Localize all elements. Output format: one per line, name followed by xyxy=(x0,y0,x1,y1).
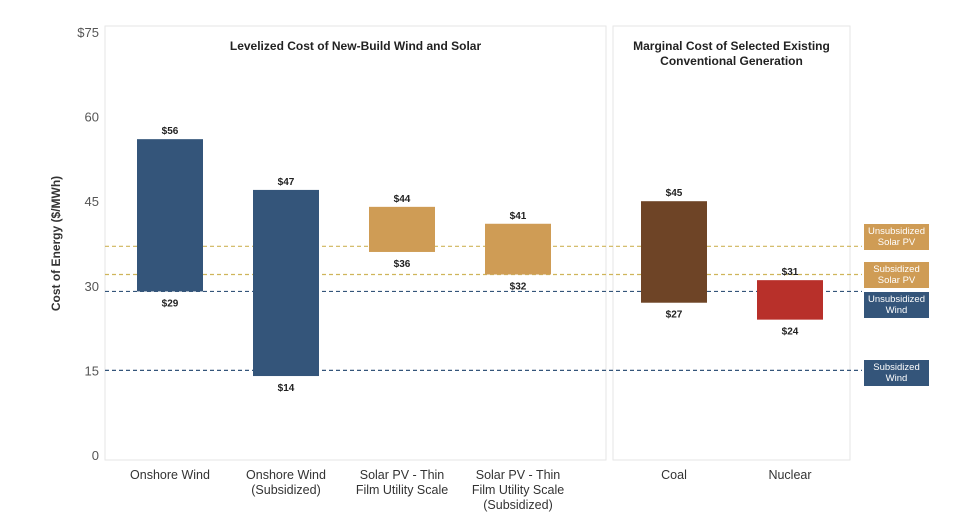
category-label: (Subsidized) xyxy=(251,483,320,497)
badge-label: Solar PV xyxy=(878,275,916,286)
bar-high-label: $45 xyxy=(666,188,683,199)
badge-label: Wind xyxy=(886,305,908,316)
y-axis: 0 15 30 45 60 $75 Cost of Energy ($/MWh) xyxy=(49,25,99,463)
category-label: Onshore Wind xyxy=(246,468,326,482)
bar-low-label: $14 xyxy=(278,383,295,394)
y-tick-label: 0 xyxy=(92,448,99,463)
range-bar-2 xyxy=(369,206,435,252)
range-bar-5 xyxy=(757,280,823,320)
category-label: Coal xyxy=(661,468,687,482)
y-tick-label: 60 xyxy=(85,110,99,125)
y-tick-label: $75 xyxy=(77,25,99,40)
panel-frame-0 xyxy=(104,25,607,461)
panel-title-1: Marginal Cost of Selected Existing xyxy=(633,39,830,53)
bar-low-label: $32 xyxy=(510,282,527,293)
bar-high-label: $44 xyxy=(394,194,411,205)
y-tick-label: 30 xyxy=(85,279,99,294)
range-bar-3 xyxy=(485,223,551,275)
badge-label: Unsubsidized xyxy=(868,226,925,237)
bar-low-label: $36 xyxy=(394,259,411,270)
badge-box xyxy=(864,292,929,318)
panel-frame-1 xyxy=(612,25,851,461)
category-label: Onshore Wind xyxy=(130,468,210,482)
bar-low-label: $27 xyxy=(666,310,683,321)
category-label: Nuclear xyxy=(768,468,811,482)
badge-label: Solar PV xyxy=(878,237,916,248)
range-bar-4 xyxy=(641,201,707,303)
bar-high-label: $31 xyxy=(782,267,799,278)
y-tick-label: 45 xyxy=(85,194,99,209)
badge-box xyxy=(864,262,929,288)
category-label: Solar PV - Thin xyxy=(360,468,445,482)
y-axis-label: Cost of Energy ($/MWh) xyxy=(49,176,63,311)
category-label: (Subsidized) xyxy=(483,498,552,512)
panel-title-0: Levelized Cost of New-Build Wind and Sol… xyxy=(230,39,482,53)
badge-box xyxy=(864,360,929,386)
badge-label: Subsidized xyxy=(873,362,919,373)
badge-label: Subsidized xyxy=(873,264,919,275)
badge-label: Unsubsidized xyxy=(868,294,925,305)
bar-high-label: $41 xyxy=(510,211,527,222)
bar-low-label: $24 xyxy=(782,327,799,338)
reference-lines xyxy=(105,245,862,371)
category-label: Film Utility Scale xyxy=(356,483,448,497)
panel-title-1: Conventional Generation xyxy=(660,54,803,68)
category-label: Solar PV - Thin xyxy=(476,468,561,482)
range-bar-0 xyxy=(137,139,203,292)
bar-low-label: $29 xyxy=(162,298,179,309)
panels-layer: Levelized Cost of New-Build Wind and Sol… xyxy=(104,25,851,461)
bar-high-label: $47 xyxy=(278,177,295,188)
badge-box xyxy=(864,224,929,250)
category-label: Film Utility Scale xyxy=(472,483,564,497)
bar-high-label: $56 xyxy=(162,126,179,137)
bars-layer xyxy=(137,139,823,377)
badge-label: Wind xyxy=(886,373,908,384)
y-tick-label: 15 xyxy=(85,363,99,378)
range-bar-1 xyxy=(253,189,319,377)
